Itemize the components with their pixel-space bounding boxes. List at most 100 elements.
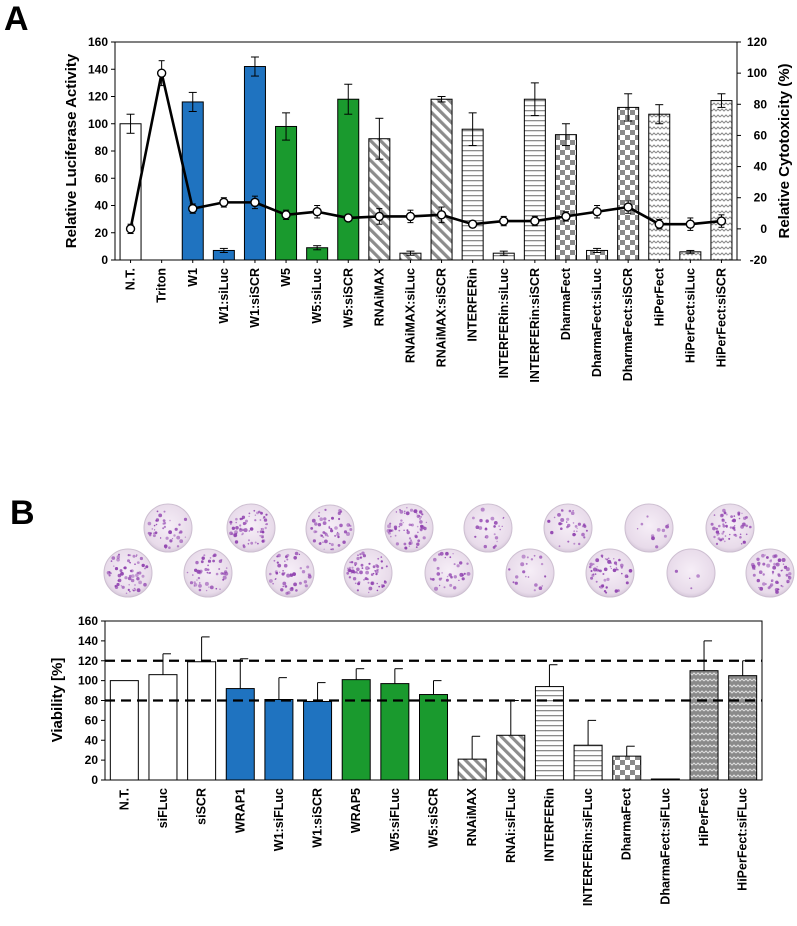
colony <box>347 567 349 569</box>
colony <box>577 522 582 526</box>
colony <box>186 571 189 574</box>
colony <box>233 533 237 538</box>
colony <box>625 581 629 585</box>
x-tick-label-b-5: W1:siSCR <box>311 788 325 848</box>
colony <box>224 570 228 574</box>
colony <box>723 540 726 543</box>
colony <box>732 518 736 523</box>
colony <box>199 582 201 584</box>
colony <box>163 525 166 529</box>
chart-b-bars <box>109 636 758 781</box>
colony <box>158 513 163 518</box>
colony <box>111 556 116 560</box>
colony <box>132 554 136 558</box>
colony <box>239 528 243 532</box>
y2-tick-label-a: 0 <box>760 222 767 236</box>
x-tick-label-b-12: INTERFERin:siFLuc <box>581 788 595 906</box>
colony <box>241 532 244 535</box>
cytotoxicity-point-3 <box>219 197 229 208</box>
colony <box>348 566 351 570</box>
colony <box>299 567 302 570</box>
colony <box>786 581 789 584</box>
colony <box>346 532 350 536</box>
colony <box>364 577 368 581</box>
x-tick-label-a-6: W5:siLuc <box>310 268 324 324</box>
colony <box>289 573 292 575</box>
colony <box>770 559 772 561</box>
colony <box>656 528 661 532</box>
colony <box>349 561 352 564</box>
colony <box>365 566 370 571</box>
colony <box>209 557 212 559</box>
colony <box>220 572 224 575</box>
colony <box>603 578 607 582</box>
colony <box>207 568 210 571</box>
colony <box>789 578 791 581</box>
colony <box>578 542 581 546</box>
colony <box>234 530 238 535</box>
colony <box>715 530 720 534</box>
colony <box>222 578 225 581</box>
colony <box>261 536 264 539</box>
cytotoxicity-point-13 <box>530 216 540 226</box>
well-12 <box>424 548 474 598</box>
x-tick-label-b-6: WRAP5 <box>349 788 363 833</box>
colony <box>346 571 350 575</box>
colony <box>521 554 526 559</box>
colony <box>590 570 593 572</box>
colony <box>716 533 719 536</box>
colony <box>410 539 412 542</box>
colony <box>357 573 359 575</box>
colony <box>410 523 414 527</box>
colony <box>572 510 574 512</box>
colony <box>651 536 655 541</box>
colony <box>114 567 119 571</box>
colony <box>387 524 392 529</box>
colony <box>120 571 124 576</box>
colony <box>131 589 134 591</box>
colony <box>533 589 536 592</box>
colony <box>772 573 774 575</box>
x-tick-label-b-4: W1:siFLuc <box>272 788 286 851</box>
colony <box>135 555 137 558</box>
colony <box>419 510 423 514</box>
colony <box>124 576 128 580</box>
colony <box>492 546 496 549</box>
colony <box>196 569 201 574</box>
colony <box>745 524 748 528</box>
colony <box>133 589 135 592</box>
colony <box>269 579 273 583</box>
colony <box>527 576 530 578</box>
colony <box>762 582 766 586</box>
colony <box>722 508 726 513</box>
colony <box>410 524 412 526</box>
colony <box>242 544 245 547</box>
bar-b-15 <box>689 670 719 781</box>
colony <box>283 563 288 568</box>
colony <box>431 578 435 581</box>
colony <box>762 573 765 576</box>
colony <box>375 573 378 576</box>
colony <box>250 541 254 545</box>
colony <box>766 556 769 559</box>
colony <box>595 558 600 563</box>
colony <box>135 573 139 577</box>
colony <box>606 558 609 561</box>
colony <box>356 589 359 592</box>
cytotoxicity-point-16 <box>623 202 633 212</box>
colony <box>525 562 528 565</box>
colony <box>483 544 487 549</box>
colony <box>557 513 561 517</box>
bar-a-4 <box>243 66 266 261</box>
colony <box>609 565 612 568</box>
colony <box>573 530 576 533</box>
colony <box>354 564 357 567</box>
colony <box>605 591 608 594</box>
cytotoxicity-point-19 <box>716 216 727 226</box>
colony <box>453 575 457 579</box>
colony <box>456 564 460 568</box>
colony <box>448 573 452 577</box>
colony <box>263 516 266 519</box>
colony <box>522 570 526 574</box>
colony <box>398 529 401 532</box>
